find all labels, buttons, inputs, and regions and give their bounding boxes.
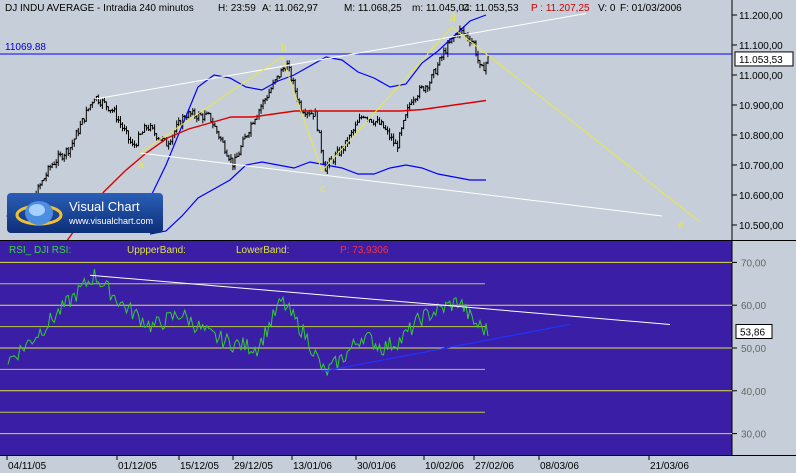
trend-lower bbox=[139, 152, 663, 217]
header-m-low: m: 11.045,04 bbox=[412, 3, 470, 14]
header-f: F: 01/03/2006 bbox=[620, 3, 682, 14]
time-tick-label: 01/12/05 bbox=[118, 461, 157, 472]
chart-title: DJ INDU AVERAGE - Intradia 240 minutos bbox=[5, 3, 194, 14]
elliott-wave bbox=[139, 26, 701, 223]
level-line-label: 11069.88 bbox=[5, 42, 46, 53]
bollinger-upper bbox=[149, 14, 487, 199]
rsi-legend-upper: UppperBand: bbox=[127, 245, 186, 256]
chart-header: DJ INDU AVERAGE - Intradia 240 minutos H… bbox=[5, 3, 682, 14]
trend-upper bbox=[94, 13, 587, 100]
rsi-current-box bbox=[735, 323, 773, 339]
current-price-box bbox=[734, 51, 794, 67]
price-tick-label: 10.900,00 bbox=[739, 101, 784, 112]
rsi-legend-rsi: RSI_ DJI RSI: bbox=[9, 245, 71, 256]
price-tick-label: 10.600,00 bbox=[739, 191, 784, 202]
header-a: A: 11.062,97 bbox=[262, 3, 318, 14]
header-m-high: M: 11.068,25 bbox=[344, 3, 402, 14]
price-tick-label: 10.500,00 bbox=[739, 221, 784, 232]
current-price-tag: 11.053,53 bbox=[739, 55, 783, 66]
bollinger-lower bbox=[149, 161, 486, 235]
time-tick-label: 15/12/05 bbox=[180, 461, 219, 472]
rsi-trend-upper bbox=[89, 274, 671, 325]
price-axis bbox=[732, 0, 796, 240]
visualchart-logo: Visual Chart www.visualchart.com bbox=[7, 193, 163, 233]
price-tick-label: 11.200,00 bbox=[739, 11, 783, 22]
rsi-tick-label: 70,00 bbox=[741, 258, 766, 269]
time-tick-label: 13/01/06 bbox=[293, 461, 332, 472]
logo-url: www.visualchart.com bbox=[68, 216, 153, 226]
rsi-tick-label: 40,00 bbox=[741, 387, 766, 398]
time-axis-ticks: 04/11/05 01/12/05 15/12/05 29/12/05 13/01/06… bbox=[6, 455, 689, 472]
time-tick-label: 29/12/05 bbox=[234, 461, 273, 472]
rsi-current-tag: 53,86 bbox=[740, 327, 765, 338]
price-tick-label: 11.100,00 bbox=[739, 41, 783, 52]
rsi-legend-p: P: 73,9306 bbox=[340, 245, 389, 256]
wave-label-a: a bbox=[138, 160, 144, 171]
wave-label-d: d bbox=[450, 13, 456, 24]
time-axis bbox=[0, 455, 796, 473]
header-h: H: 23:59 bbox=[218, 3, 256, 14]
rsi-tick-label: 60,00 bbox=[741, 301, 766, 312]
time-tick-label: 27/02/06 bbox=[475, 461, 514, 472]
time-tick-label: 21/03/06 bbox=[650, 461, 689, 472]
rsi-tick-label: 50,00 bbox=[741, 344, 766, 355]
rsi-legend: RSI_ DJI RSI: UppperBand: LowerBand: P: … bbox=[9, 245, 389, 256]
time-tick-label: 04/11/05 bbox=[8, 461, 47, 472]
rsi-series-layer: 70,00 60,00 50,00 40,00 30,00 53,86 bbox=[0, 258, 773, 441]
wave-label-c: c bbox=[320, 184, 325, 195]
rsi-line bbox=[7, 268, 489, 376]
logo-graphic: Visual Chart www.visualchart.com bbox=[7, 193, 163, 233]
rsi-axis bbox=[732, 241, 796, 455]
wave-label-b: b bbox=[281, 43, 287, 54]
wave-label-e: e bbox=[678, 220, 684, 231]
price-tick-label: 11.000,00 bbox=[739, 71, 783, 82]
price-tick-label: 10.800,00 bbox=[739, 131, 784, 142]
logo-name: Visual Chart bbox=[69, 199, 140, 214]
rsi-trend-lower bbox=[321, 323, 571, 373]
header-c: C: 11.053,53 bbox=[462, 3, 519, 14]
header-v: V: 0 bbox=[598, 3, 616, 14]
price-tick-label: 10.700,00 bbox=[739, 161, 784, 172]
time-tick-label: 10/02/06 bbox=[425, 461, 464, 472]
header-p: P : 11.207,25 bbox=[531, 3, 590, 14]
time-tick-label: 08/03/06 bbox=[540, 461, 579, 472]
time-tick-label: 30/01/06 bbox=[357, 461, 396, 472]
price-series-layer: 11.200,00 11.100,00 11.000,00 10.900,00 10.8… bbox=[0, 11, 794, 286]
rsi-tick-label: 30,00 bbox=[741, 430, 766, 441]
moving-average bbox=[39, 99, 487, 286]
rsi-legend-lower: LowerBand: bbox=[236, 245, 289, 256]
